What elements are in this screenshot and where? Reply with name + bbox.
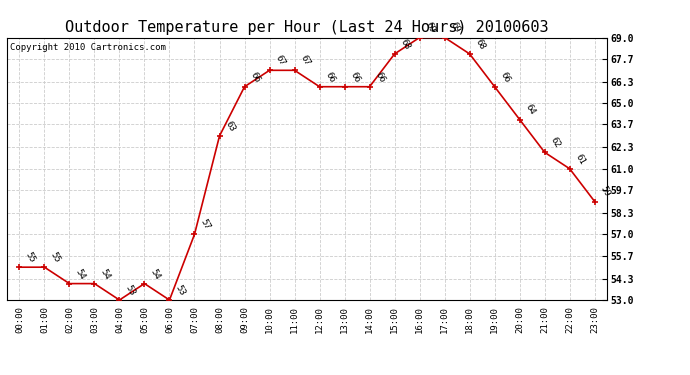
Text: 54: 54: [148, 267, 161, 281]
Text: 66: 66: [324, 70, 337, 84]
Text: 66: 66: [374, 70, 387, 84]
Text: 54: 54: [99, 267, 112, 281]
Text: Copyright 2010 Cartronics.com: Copyright 2010 Cartronics.com: [10, 43, 166, 52]
Text: 53: 53: [124, 284, 137, 297]
Text: 54: 54: [74, 267, 87, 281]
Text: 68: 68: [399, 38, 412, 51]
Text: 69: 69: [424, 21, 437, 35]
Text: 66: 66: [248, 70, 262, 84]
Text: 55: 55: [23, 251, 37, 264]
Text: 68: 68: [474, 38, 487, 51]
Text: 53: 53: [174, 284, 187, 297]
Text: 66: 66: [348, 70, 362, 84]
Text: 64: 64: [524, 103, 537, 117]
Text: 62: 62: [549, 136, 562, 150]
Text: 67: 67: [299, 54, 312, 68]
Title: Outdoor Temperature per Hour (Last 24 Hours) 20100603: Outdoor Temperature per Hour (Last 24 Ho…: [66, 20, 549, 35]
Text: 67: 67: [274, 54, 287, 68]
Text: 55: 55: [48, 251, 61, 264]
Text: 63: 63: [224, 119, 237, 133]
Text: 66: 66: [499, 70, 512, 84]
Text: 61: 61: [574, 152, 587, 166]
Text: 69: 69: [448, 21, 462, 35]
Text: 59: 59: [599, 185, 612, 199]
Text: 57: 57: [199, 218, 212, 232]
